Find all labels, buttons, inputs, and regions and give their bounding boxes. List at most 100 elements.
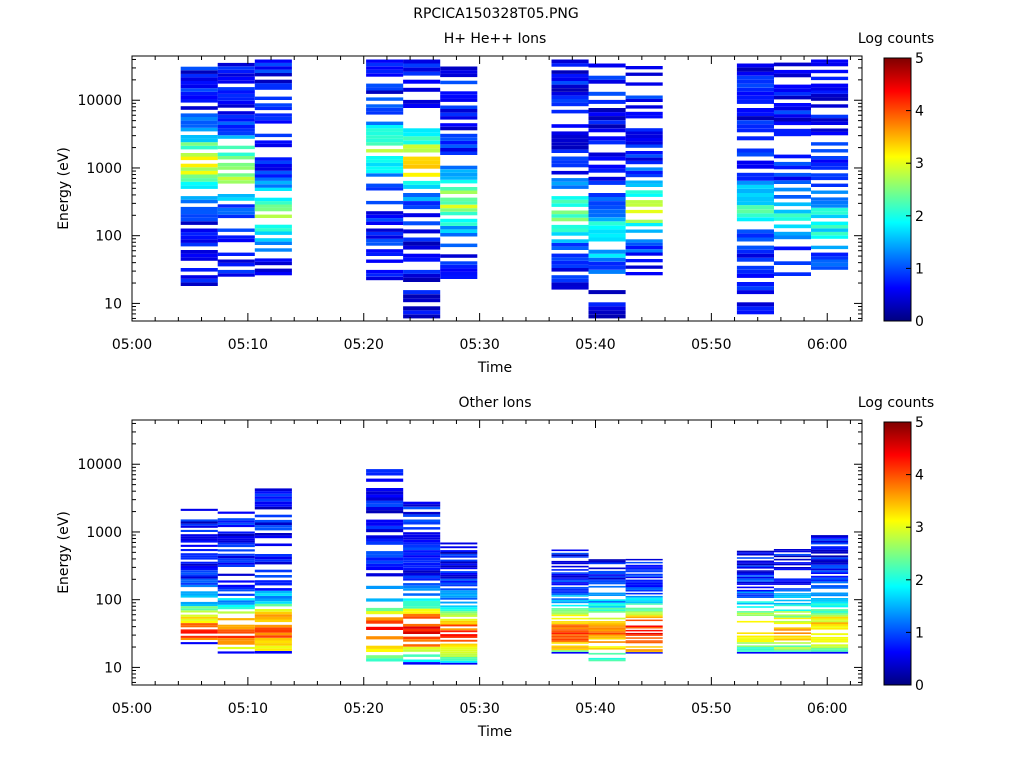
heatmap-cell	[551, 573, 589, 576]
heatmap-cell	[551, 185, 589, 189]
heatmap-cell	[254, 632, 292, 636]
heatmap-cell	[403, 253, 441, 258]
heatmap-cell	[811, 104, 849, 108]
heatmap-cell	[180, 124, 218, 128]
heatmap-cell	[551, 642, 589, 644]
heatmap-cell	[254, 79, 292, 84]
heatmap-cell	[736, 576, 774, 579]
heatmap-cell	[366, 69, 404, 74]
heatmap-cell	[440, 80, 478, 85]
heatmap-cell	[811, 586, 849, 589]
heatmap-cell	[440, 225, 478, 230]
heatmap-cell	[180, 170, 218, 175]
heatmap-cell	[403, 298, 441, 303]
heatmap-cell	[366, 221, 404, 225]
heatmap-cell	[403, 314, 441, 319]
heatmap-cell	[625, 597, 663, 599]
heatmap-cell	[736, 120, 774, 125]
heatmap-cell	[440, 243, 478, 248]
heatmap-cell	[366, 90, 404, 94]
heatmap-cell	[588, 63, 626, 68]
heatmap-cell	[254, 488, 292, 491]
heatmap-cell	[551, 627, 589, 630]
heatmap-cell	[736, 571, 774, 574]
heatmap-cell	[811, 585, 849, 587]
heatmap-cell	[180, 253, 218, 258]
heatmap-cell	[366, 228, 404, 232]
heatmap-cell	[403, 67, 441, 72]
heatmap-cell	[588, 604, 626, 607]
heatmap-cell	[366, 551, 404, 555]
y-tick-label: 100	[95, 229, 122, 245]
heatmap-cell	[217, 640, 255, 643]
heatmap-cell	[811, 200, 849, 205]
heatmap-cell	[440, 204, 478, 209]
heatmap-cell	[254, 554, 292, 557]
heatmap-cell	[551, 260, 589, 265]
heatmap-cell	[773, 580, 811, 582]
heatmap-cell	[551, 556, 589, 558]
heatmap-cell	[217, 111, 255, 115]
heatmap-cell	[180, 185, 218, 189]
heatmap-cell	[625, 144, 663, 148]
heatmap-cell	[217, 194, 255, 198]
heatmap-cell	[811, 536, 849, 539]
y-axis: 10 100 1000 10000 Energy (eV)	[56, 422, 862, 683]
heatmap-cells	[180, 469, 849, 665]
heatmap-cell	[366, 169, 404, 174]
heatmap-cell	[440, 179, 478, 184]
heatmap-cell	[217, 135, 255, 139]
heatmap-cell	[551, 149, 589, 153]
heatmap-cell	[551, 583, 589, 586]
heatmap-cell	[736, 249, 774, 254]
heatmap-cell	[440, 630, 478, 633]
heatmap-cell	[217, 558, 255, 561]
heatmap-cell	[403, 606, 441, 609]
heatmap-cell	[366, 620, 404, 624]
x-tick-label: 05:40	[575, 337, 615, 353]
heatmap-cell	[254, 69, 292, 73]
heatmap-cell	[551, 588, 589, 591]
heatmap-cell	[366, 231, 404, 236]
heatmap-cell	[736, 269, 774, 274]
heatmap-cell	[773, 224, 811, 229]
heatmap-cell	[736, 593, 774, 595]
heatmap-cell	[551, 278, 589, 283]
heatmap-cell	[773, 562, 811, 564]
heatmap-cell	[625, 646, 663, 648]
heatmap-cell	[440, 601, 478, 604]
heatmap-cell	[811, 594, 849, 597]
heatmap-cell	[588, 136, 626, 141]
heatmap-cell	[403, 160, 441, 165]
heatmap-cell	[551, 160, 589, 164]
heatmap-cell	[551, 145, 589, 150]
heatmap-cell	[551, 552, 589, 555]
heatmap-cell	[440, 91, 478, 95]
heatmap-cell	[811, 546, 849, 549]
panel-1: 05:00 05:10 05:20 05:30 05:40 05:50 06:00 Time 1…	[56, 395, 934, 740]
heatmap-cell	[254, 73, 292, 77]
heatmap-cell	[366, 636, 404, 640]
heatmap-cell	[180, 199, 218, 204]
y-tick-label: 100	[95, 593, 122, 609]
heatmap-cell	[366, 529, 404, 533]
heatmap-cell	[811, 97, 849, 101]
heatmap-cell	[551, 598, 589, 600]
heatmap-cell	[625, 652, 663, 654]
heatmap-cell	[403, 575, 441, 578]
heatmap-cell	[180, 580, 218, 583]
heatmap-cell	[254, 630, 292, 633]
heatmap-cell	[736, 233, 774, 238]
heatmap-cell	[811, 548, 849, 550]
heatmap-cell	[736, 180, 774, 185]
heatmap-cell	[551, 268, 589, 272]
heatmap-cell	[625, 590, 663, 592]
heatmap-cell	[773, 261, 811, 265]
heatmap-cell	[366, 611, 404, 615]
heatmap-cell	[440, 651, 478, 654]
heatmap-cell	[811, 618, 849, 621]
heatmap-cell	[254, 248, 292, 252]
heatmap-cell	[551, 569, 589, 571]
heatmap-cell	[403, 562, 441, 566]
heatmap-cell	[551, 131, 589, 135]
